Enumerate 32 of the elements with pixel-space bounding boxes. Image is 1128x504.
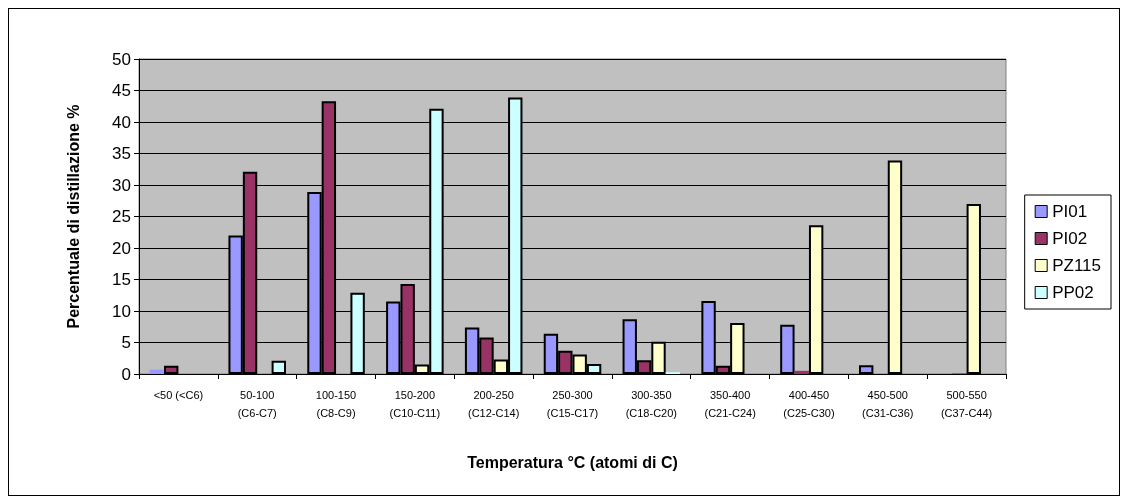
y-tick-label: 45 [112, 81, 131, 100]
y-tick-label: 50 [112, 49, 131, 69]
x-tick-label: 500-550 (C37-C44) [940, 389, 993, 419]
x-tick-label: 100-150 (C8-C9) [315, 389, 357, 419]
x-tick-label: 200-250 (C12-C14) [468, 389, 520, 419]
x-axis-title: Temperatura °C (atomi di C) [467, 453, 678, 471]
y-tick-label: 5 [121, 333, 131, 352]
bar [271, 360, 286, 374]
y-tick-label: 10 [112, 301, 131, 321]
bar [164, 365, 179, 374]
x-tick-label: 50-100 (C6-C7) [237, 389, 277, 419]
y-tick-label: 0 [121, 364, 131, 384]
y-tick-label: 15 [112, 270, 131, 289]
bar [794, 370, 809, 374]
x-tick-label: 150-200 (C10-C11) [389, 389, 441, 419]
bar [859, 365, 874, 374]
legend-label: PI02 [1052, 229, 1088, 248]
y-tick-label: 30 [112, 175, 131, 195]
x-tick-label: <50 (<C6) [153, 389, 204, 401]
x-tick-label: 300-350 (C18-C20) [625, 389, 677, 419]
y-tick-label: 40 [112, 112, 131, 132]
y-tick-label: 35 [112, 144, 131, 163]
x-tick-label: 250-300 (C15-C17) [546, 389, 599, 419]
legend-label: PI01 [1052, 202, 1088, 221]
legend-label: PP02 [1052, 283, 1094, 302]
y-tick-label: 20 [112, 238, 131, 258]
x-tick-label: 350-400 (C21-C24) [704, 389, 756, 419]
x-tick-label: 400-450 (C25-C30) [783, 389, 835, 419]
x-tick-label: 450-500 (C31-C36) [862, 389, 914, 419]
y-tick-label: 25 [112, 207, 131, 226]
y-axis-title: Percentuale di distillazione % [64, 104, 82, 329]
legend-label: PZ115 [1052, 256, 1101, 275]
